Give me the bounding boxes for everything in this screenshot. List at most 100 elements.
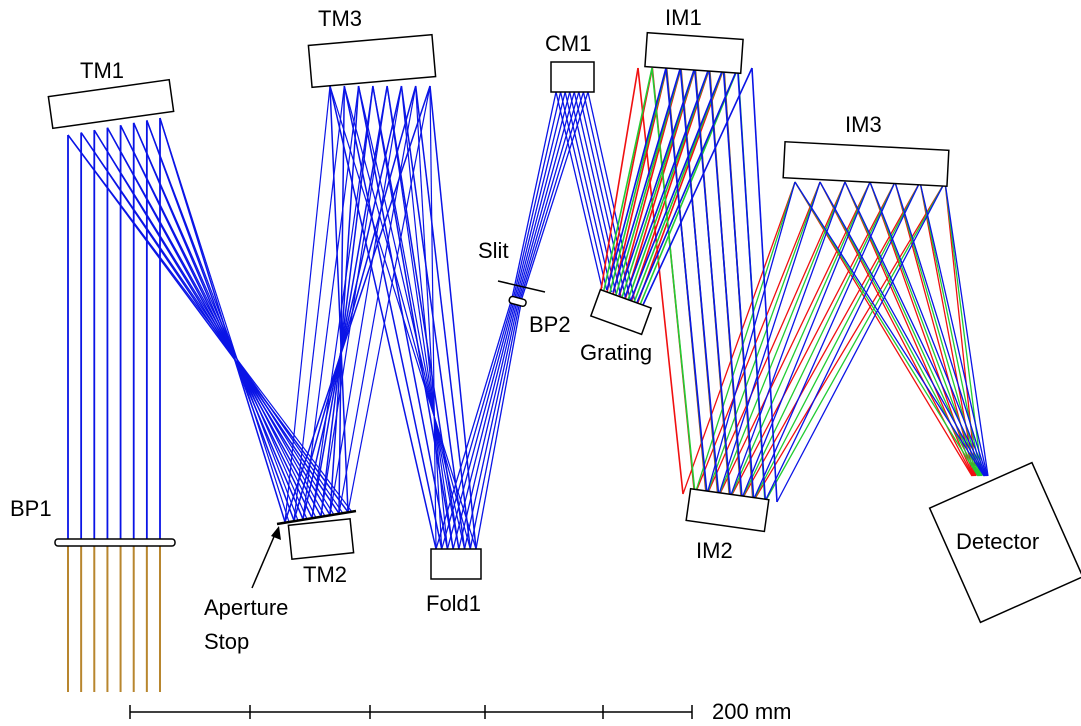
ray: [329, 85, 403, 515]
ray: [386, 85, 454, 550]
ray: [919, 181, 988, 477]
ray: [343, 85, 443, 550]
label: CM1: [545, 31, 591, 56]
ray: [311, 85, 374, 518]
ray: [627, 67, 711, 301]
ray: [320, 85, 388, 517]
ray: [452, 297, 517, 550]
slit: [497, 280, 546, 293]
ray: [636, 67, 739, 303]
ray: [618, 67, 696, 296]
fold-mirror: [430, 548, 482, 580]
ray: [633, 67, 725, 303]
ray: [694, 181, 821, 496]
ray: [636, 67, 725, 306]
ray: [637, 67, 684, 495]
ray: [106, 127, 326, 517]
ray: [819, 181, 986, 477]
label: Fold1: [426, 591, 481, 616]
label: Aperture: [204, 595, 288, 620]
mirror-tm1: [47, 78, 175, 130]
arrow-head: [271, 526, 281, 540]
ray: [844, 181, 986, 477]
ray: [752, 181, 921, 501]
ray: [338, 85, 417, 514]
ray: [329, 85, 360, 515]
mirror-im2: [685, 487, 770, 533]
label: TM1: [80, 58, 124, 83]
ray: [329, 85, 349, 513]
ray: [603, 67, 653, 291]
label: TM3: [318, 6, 362, 31]
ray: [630, 67, 711, 303]
label: Stop: [204, 629, 249, 654]
ray: [293, 85, 417, 521]
ray: [343, 85, 471, 550]
ray: [338, 85, 346, 514]
ray: [469, 297, 522, 550]
ray: [302, 85, 403, 520]
ray: [612, 67, 682, 293]
ray: [844, 181, 980, 477]
ray: [414, 85, 472, 550]
ray: [347, 85, 431, 513]
bp2-filter: [508, 295, 527, 308]
ray: [429, 85, 477, 550]
ray: [463, 297, 520, 550]
ray: [679, 67, 720, 496]
ray: [642, 67, 753, 306]
ray: [133, 122, 304, 520]
ray: [93, 129, 335, 516]
ray: [944, 181, 989, 477]
mirror-im1: [644, 31, 744, 75]
ray: [869, 181, 987, 477]
mirror-tm3: [307, 33, 437, 89]
ray: [578, 91, 627, 299]
ray: [606, 67, 667, 291]
label: BP1: [10, 496, 52, 521]
ray: [705, 181, 846, 497]
arrow-line: [251, 531, 277, 589]
ray: [606, 67, 654, 293]
ray: [446, 297, 516, 550]
ray: [751, 67, 778, 503]
ray: [514, 91, 566, 299]
ray: [708, 67, 743, 499]
label: IM3: [845, 112, 882, 137]
ray: [741, 181, 871, 499]
ray: [612, 67, 668, 296]
ray: [717, 181, 846, 497]
ray: [458, 297, 519, 550]
ray: [329, 85, 437, 550]
ray: [400, 85, 466, 550]
ray: [776, 181, 946, 503]
ray: [475, 297, 523, 550]
ray: [741, 181, 896, 500]
ray: [517, 91, 575, 299]
ray: [441, 297, 515, 550]
aperture-stop: [276, 509, 357, 526]
ray: [639, 67, 739, 306]
ray-bundles: [67, 67, 989, 692]
ray: [665, 67, 708, 495]
ray: [512, 91, 562, 299]
ray: [357, 85, 466, 550]
bp1-filter: [54, 538, 176, 547]
ray: [372, 85, 460, 550]
ray: [764, 181, 921, 501]
ray: [67, 134, 353, 513]
ray: [146, 120, 295, 521]
ray: [693, 67, 732, 497]
ray: [415, 85, 443, 550]
ray: [718, 181, 821, 496]
mirror-tm2: [287, 518, 355, 560]
ray: [609, 67, 668, 293]
scale-ticks: [129, 705, 693, 719]
ray: [752, 181, 946, 503]
ray: [555, 91, 603, 289]
ray: [753, 181, 896, 500]
ray: [511, 91, 557, 299]
scale-label: 200 mm: [712, 699, 791, 724]
ray: [518, 91, 580, 299]
